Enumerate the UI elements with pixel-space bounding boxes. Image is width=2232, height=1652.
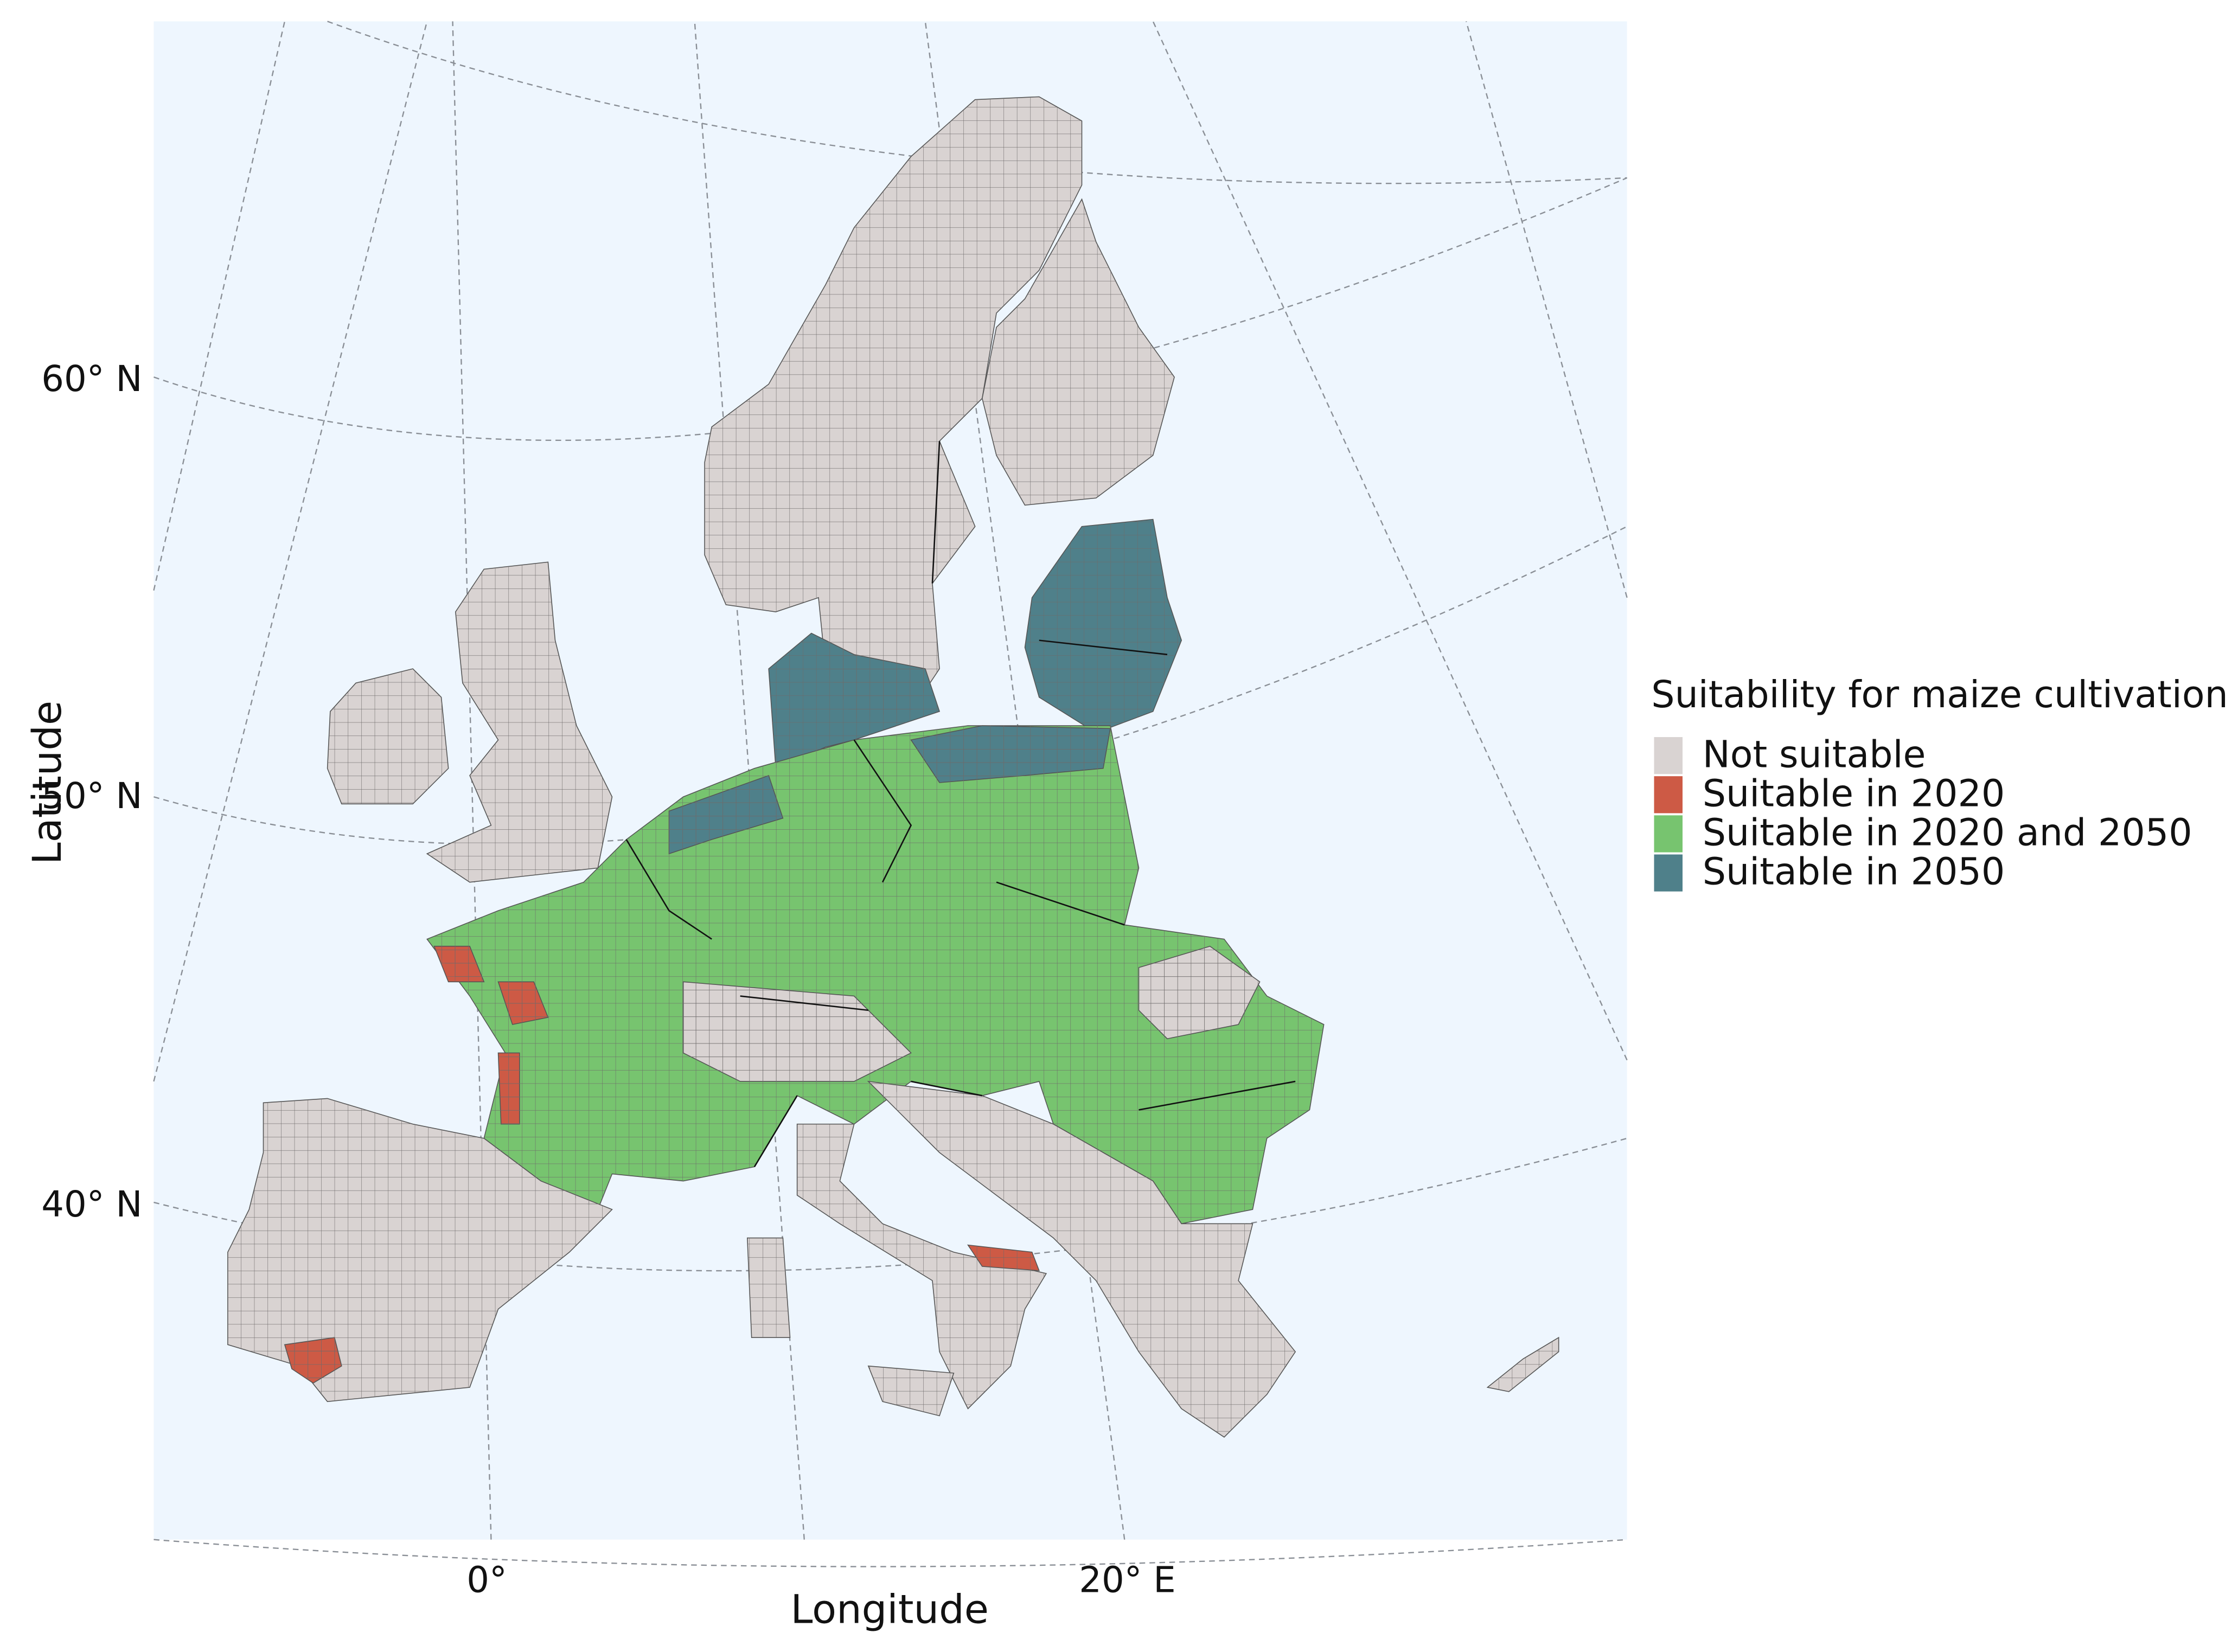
y-axis-label: Latitude (24, 701, 71, 865)
legend-swatch (1654, 815, 1683, 853)
cell-grid (868, 1366, 954, 1416)
cell-grid (1487, 1337, 1559, 1392)
cell-grid (327, 669, 449, 804)
legend-label: Suitable in 2050 (1703, 851, 2005, 894)
legend-label: Not suitable (1703, 733, 1926, 776)
lat-tick-label: 50° N (41, 776, 142, 817)
lat-tick-label: 60° N (41, 358, 142, 400)
cell-grid (769, 633, 940, 769)
cell-grid (968, 1245, 1039, 1271)
graticule-line (154, 1539, 1627, 1567)
cell-grid (427, 726, 1324, 1224)
legend-swatch (1654, 737, 1683, 774)
cell-grid (498, 1053, 520, 1124)
cell-grid (797, 1124, 1046, 1409)
cell-grid (498, 982, 548, 1025)
cell-grid (747, 1238, 790, 1338)
land (227, 96, 1559, 1438)
lat-tick-label: 40° N (41, 1184, 142, 1225)
cell-grid (227, 1098, 612, 1402)
cell-grid (911, 726, 1111, 783)
graticule-line (1152, 21, 1628, 1061)
cell-grid (284, 1337, 342, 1384)
legend-label: Suitable in 2020 (1703, 772, 2005, 815)
graticule-line (327, 21, 1627, 184)
graticule-line (153, 21, 428, 1082)
cell-grid (669, 775, 783, 854)
legend: Suitability for maize cultivation Not su… (1651, 674, 2228, 894)
cell-grid (1025, 519, 1182, 733)
legend-swatch (1654, 854, 1683, 892)
legend-label: Suitable in 2020 and 2050 (1703, 812, 2192, 855)
graticule-line (1465, 21, 1628, 598)
cell-grid (434, 946, 484, 982)
graticule-line (153, 21, 286, 591)
country-border (625, 441, 1296, 1168)
lon-tick-label: 20° E (1079, 1560, 1176, 1601)
cell-grid (705, 97, 1082, 719)
borders (625, 441, 1296, 1168)
x-axis-label: Longitude (790, 1587, 988, 1633)
cell-grid (982, 199, 1175, 505)
legend-swatch (1654, 776, 1683, 814)
lon-tick-label: 0° (466, 1560, 507, 1601)
legend-title: Suitability for maize cultivation (1651, 674, 2228, 716)
cell-grid (683, 982, 911, 1081)
cell-grid (427, 562, 612, 882)
cell-grid (868, 1081, 1296, 1437)
cell-grid (1139, 946, 1260, 1039)
